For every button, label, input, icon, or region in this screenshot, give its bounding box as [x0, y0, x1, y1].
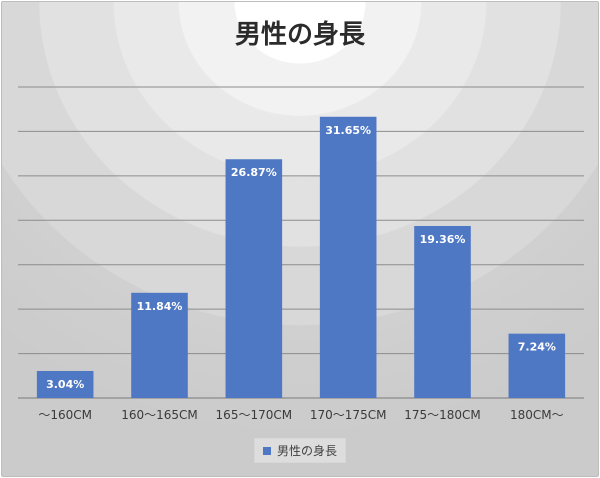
- bar-2: [225, 159, 283, 398]
- bar-0: [36, 370, 94, 398]
- data-label-5: 7.24%: [518, 341, 556, 354]
- x-tick-label-3: 170～175CM: [310, 408, 387, 422]
- legend-item: 男性の身長: [253, 438, 346, 463]
- bar-4: [414, 225, 471, 398]
- legend: 男性の身長: [0, 438, 600, 463]
- chart-title: 男性の身長: [234, 20, 365, 50]
- x-tick-label-1: 160～165CM: [121, 408, 198, 422]
- data-label-2: 26.87%: [231, 166, 277, 179]
- x-tick-label-2: 165～170CM: [216, 408, 293, 422]
- bar-1: [131, 292, 188, 398]
- data-label-0: 3.04%: [46, 378, 84, 391]
- bar-3: [319, 116, 377, 398]
- data-label-4: 19.36%: [420, 233, 466, 246]
- x-tick-label-5: 180CM～: [510, 408, 564, 422]
- x-tick-label-4: 175～180CM: [404, 408, 481, 422]
- legend-swatch: [262, 446, 271, 455]
- data-label-1: 11.84%: [137, 300, 183, 313]
- x-tick-label-0: ～160CM: [38, 408, 92, 422]
- bar-5: [508, 333, 566, 398]
- data-label-3: 31.65%: [325, 124, 371, 137]
- legend-label: 男性の身長: [276, 444, 337, 458]
